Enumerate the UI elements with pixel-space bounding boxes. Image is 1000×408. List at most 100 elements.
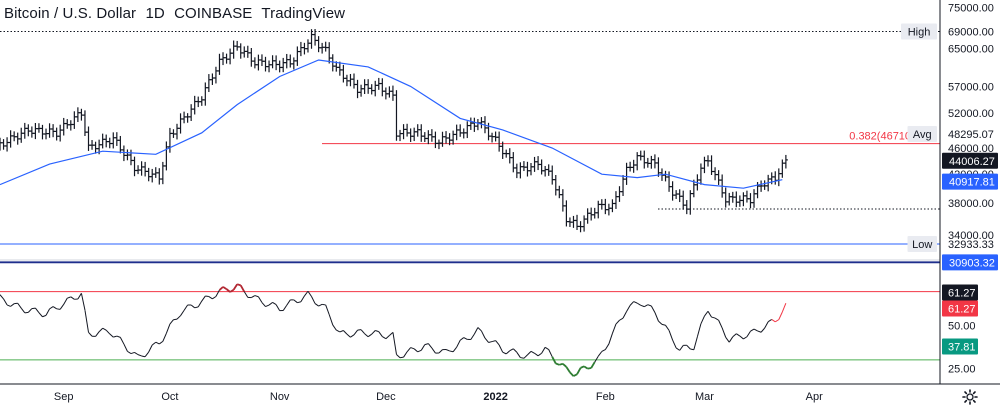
ohlc-bar xyxy=(383,87,388,100)
oscillator-segment xyxy=(59,304,65,310)
price-tick-label[interactable]: 34000.00 xyxy=(948,230,994,242)
oscillator-badge xyxy=(942,300,978,317)
oscillator-segment xyxy=(696,323,702,337)
oscillator-segment xyxy=(45,308,50,316)
oscillator-segment xyxy=(328,314,334,326)
oscillator-segment xyxy=(774,319,780,323)
oscillator-segment xyxy=(424,343,429,346)
oscillator-segment xyxy=(512,348,518,353)
ohlc-bar xyxy=(511,152,516,173)
oscillator-segment xyxy=(116,335,121,338)
time-tick-label[interactable]: Feb xyxy=(596,391,615,403)
ohlc-bar xyxy=(468,117,473,130)
ohlc-bar xyxy=(401,124,406,140)
ohlc-bar xyxy=(394,90,399,141)
ohlc-bar xyxy=(104,134,109,148)
ohlc-bar xyxy=(199,96,204,106)
ohlc-bar xyxy=(8,130,13,148)
oscillator-segment xyxy=(265,304,270,308)
oscillator-segment xyxy=(3,298,8,306)
time-tick-label[interactable]: Apr xyxy=(806,391,823,403)
ohlc-bar xyxy=(58,124,63,142)
oscillator-segment xyxy=(297,301,302,304)
ohlc-bar xyxy=(277,60,282,73)
ohlc-bar xyxy=(373,80,378,97)
time-tick-label[interactable]: Mar xyxy=(695,391,714,403)
oscillator-segment xyxy=(119,337,125,345)
price-tick-label[interactable]: 75000.00 xyxy=(948,3,994,15)
oscillator-segment xyxy=(318,303,323,307)
ohlc-bar xyxy=(514,163,519,179)
gear-icon[interactable] xyxy=(962,389,978,405)
oscillator-segment xyxy=(360,329,365,335)
oscillator-segment xyxy=(417,349,422,353)
oscillator-segment xyxy=(438,349,443,354)
oscillator-segment xyxy=(84,310,89,333)
price-badge xyxy=(942,173,998,190)
ohlc-bar xyxy=(589,207,594,221)
ohlc-bar xyxy=(458,124,463,137)
oscillator-segment xyxy=(711,316,716,319)
ohlc-bar xyxy=(118,135,123,154)
symbol-name: Bitcoin / U.S. Dollar xyxy=(4,5,137,22)
ohlc-bar xyxy=(405,123,410,137)
oscillator-segment xyxy=(707,310,712,318)
oscillator-segment xyxy=(488,341,493,343)
oscillator-segment xyxy=(449,350,454,353)
oscillator-segment xyxy=(495,340,500,346)
oscillator-segment xyxy=(580,365,585,369)
moving-average-line xyxy=(0,59,783,189)
ohlc-bar xyxy=(493,131,498,142)
oscillator-segment xyxy=(714,317,719,321)
ohlc-bar xyxy=(359,84,364,97)
ohlc-bar xyxy=(539,159,544,175)
oscillator-segment xyxy=(236,283,242,287)
oscillator-segment xyxy=(537,352,542,357)
price-tick-label[interactable]: 65000.00 xyxy=(948,44,994,56)
ohlc-bar xyxy=(196,96,201,108)
oscillator-segment xyxy=(562,363,568,368)
oscillator-segment xyxy=(215,289,220,297)
oscillator-segment xyxy=(470,333,475,340)
time-tick-label[interactable]: Dec xyxy=(376,391,396,403)
oscillator-segment xyxy=(473,327,479,335)
oscillator-segment xyxy=(668,330,674,341)
ohlc-bar xyxy=(553,175,558,196)
oscillator-segment xyxy=(293,299,298,304)
ohlc-bar xyxy=(490,132,495,143)
ohlc-bar xyxy=(327,42,332,64)
ohlc-bar xyxy=(171,129,176,138)
time-tick-label[interactable]: Sep xyxy=(54,391,74,403)
oscillator-segment xyxy=(693,336,698,350)
ohlc-bar xyxy=(114,132,119,146)
oscillator-tick-label[interactable]: 25.00 xyxy=(948,363,976,375)
ohlc-bar xyxy=(47,123,52,138)
oscillator-segment xyxy=(375,330,379,333)
time-tick-label[interactable]: Nov xyxy=(270,391,290,403)
oscillator-segment xyxy=(403,351,408,358)
oscillator-segment xyxy=(565,366,571,373)
ohlc-bar xyxy=(15,132,20,145)
ohlc-bar xyxy=(741,192,746,207)
oscillator-tick-label[interactable]: 50.00 xyxy=(948,321,976,333)
ohlc-bar xyxy=(164,141,169,171)
chart-title: Bitcoin / U.S. Dollar 1D COINBASE Tradin… xyxy=(4,5,350,22)
price-tick-label[interactable]: 57000.00 xyxy=(948,81,994,93)
oscillator-segment xyxy=(615,319,620,325)
price-tick-label[interactable]: 46000.00 xyxy=(948,143,994,155)
ohlc-bar xyxy=(550,165,555,185)
oscillator-segment xyxy=(272,301,277,306)
price-tick-label[interactable]: 38000.00 xyxy=(948,198,994,210)
price-tick-label[interactable]: 52000.00 xyxy=(948,108,994,120)
ohlc-bar xyxy=(532,156,537,172)
time-tick-label[interactable]: 2022 xyxy=(483,391,507,403)
time-tick-label[interactable]: Oct xyxy=(161,391,178,403)
ohlc-bar xyxy=(107,137,112,149)
ohlc-bar xyxy=(752,189,757,208)
oscillator-segment xyxy=(559,362,564,366)
ohlc-bar xyxy=(146,167,151,182)
ohlc-bar xyxy=(525,161,530,177)
oscillator-segment xyxy=(396,354,401,359)
